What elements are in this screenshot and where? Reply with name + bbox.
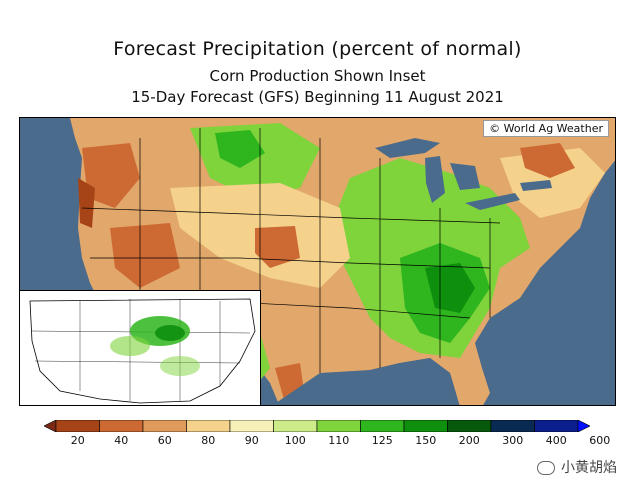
legend-label: 150 [415,434,437,447]
legend-label: 400 [545,434,567,447]
legend-swatch [360,420,405,432]
legend-swatch [186,420,231,432]
dry-region-pacific [78,178,95,228]
legend-swatch [273,420,318,432]
legend-swatch [99,420,144,432]
legend-swatch [142,420,187,432]
lake-huron [450,163,480,190]
legend-label: 300 [502,434,524,447]
watermark-text: 小黄胡焰 [561,460,617,476]
legend-label: 20 [70,434,85,447]
legend-label: 40 [114,434,129,447]
legend-label: 80 [201,434,216,447]
legend-arrow-low [44,420,57,432]
legend-swatch [490,420,535,432]
green-patches-north [215,130,265,168]
lake-superior [375,138,440,158]
dry-region-northeast [520,143,575,178]
legend-label: 60 [157,434,172,447]
map-subtitle-forecast: 15-Day Forecast (GFS) Beginning 11 Augus… [131,88,504,106]
wettest-region-southeast [425,263,475,313]
dry-region-west [82,143,140,208]
legend-label: 600 [589,434,611,447]
legend-swatch [403,420,448,432]
legend-swatch [55,420,100,432]
legend-arrow-high [577,420,590,432]
lake-michigan [425,156,445,203]
inset-canvas [29,298,256,404]
inset-corn-belt-core [155,325,185,341]
corn-production-inset [20,290,261,405]
legend-swatch [316,420,361,432]
map-title: Forecast Precipitation (percent of norma… [113,38,522,60]
precipitation-color-legend [44,420,590,432]
watermark: 小黄胡焰 [537,457,617,477]
legend-label: 125 [371,434,393,447]
lake-erie [465,193,520,210]
legend-label: 110 [328,434,350,447]
inset-corn-scatter-south [160,356,200,376]
gulf-of-mexico [272,358,460,405]
inset-corn-scatter-west [110,336,150,356]
legend-swatch [534,420,579,432]
legend-swatch [229,420,274,432]
legend-label: 90 [244,434,259,447]
precipitation-map: © World Ag Weather [19,117,616,406]
map-subtitle-inset: Corn Production Shown Inset [209,67,426,85]
dry-region-great-basin [110,223,180,288]
legend-label: 200 [458,434,480,447]
legend-swatch [447,420,492,432]
legend-label: 100 [284,434,306,447]
legend-labels: 20 40 60 80 90 100 110 125 150 200 300 400 600 [44,434,611,450]
lake-ontario [520,180,552,191]
map-credit: © World Ag Weather [483,120,609,137]
dry-region-central [255,226,300,268]
wechat-icon [537,461,555,475]
